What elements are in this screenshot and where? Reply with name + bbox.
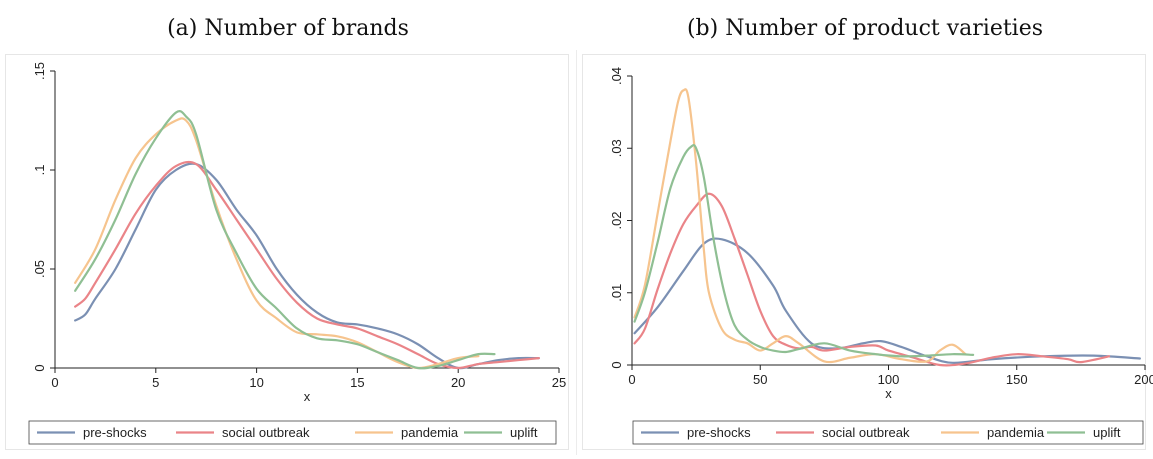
series-line-pandemia <box>633 88 967 364</box>
x-tick-label: 5 <box>152 375 159 390</box>
chart-product-varieties-density: 0 50 100 150 200 x 0 .01 .02 .03 .04 pre-shocks soci… <box>609 67 1153 445</box>
legend-box <box>632 420 1144 445</box>
y-tick-label: .15 <box>32 62 47 80</box>
x-tick-label: 0 <box>628 372 635 387</box>
x-tick-label: 20 <box>451 375 465 390</box>
chart-title: (a) Number of brands <box>167 16 409 41</box>
chart-title: (b) Number of product varieties <box>686 16 1044 41</box>
x-tick-label: 15 <box>350 375 364 390</box>
y-tick-label: .1 <box>32 165 47 176</box>
y-tick-label: .04 <box>609 67 624 85</box>
panel-number-of-brands: (a) Number of brands 0 5 10 15 20 25 x 0 .05 .1 .1… <box>0 0 576 459</box>
panel-number-of-product-varieties: (b) Number of product varieties 0 50 100 15… <box>577 0 1153 459</box>
y-tick-label: 0 <box>32 364 47 371</box>
x-tick-label: 200 <box>1134 372 1153 387</box>
y-tick-label: .01 <box>609 284 624 302</box>
series-line-uplift <box>633 144 975 358</box>
series-line-pre-shocks <box>74 162 540 370</box>
x-tick-label: 150 <box>1006 372 1028 387</box>
plot-frame <box>582 54 1146 450</box>
y-tick-label: .02 <box>609 211 624 229</box>
series-line-pandemia <box>74 117 480 370</box>
x-axis-label: x <box>885 386 892 401</box>
y-tick-label: .03 <box>609 139 624 157</box>
x-tick-label: 0 <box>51 375 58 390</box>
legend-label: pandemia <box>987 425 1045 440</box>
legend-label: pre-shocks <box>687 425 751 440</box>
x-tick-label: 100 <box>878 372 900 387</box>
x-axis-label: x <box>304 389 311 404</box>
x-tick-label: 25 <box>552 375 566 390</box>
panel-divider <box>576 50 577 455</box>
legend-label: social outbreak <box>822 425 910 440</box>
y-tick-label: 0 <box>609 361 624 368</box>
legend-label: pre-shocks <box>83 425 147 440</box>
legend-label: uplift <box>1093 425 1121 440</box>
legend-label: uplift <box>510 425 538 440</box>
legend-label: social outbreak <box>222 425 310 440</box>
series-line-uplift <box>74 110 496 370</box>
x-tick-label: 10 <box>249 375 263 390</box>
x-tick-label: 50 <box>753 372 767 387</box>
chart-brands-density: 0 5 10 15 20 25 x 0 .05 .1 .15 pre-shocks social out… <box>28 62 566 445</box>
legend-label: pandemia <box>401 425 459 440</box>
plot-frame <box>5 54 569 450</box>
series-line-social-outbreak <box>74 160 540 370</box>
y-tick-label: .05 <box>32 260 47 278</box>
legend-box <box>28 420 557 445</box>
